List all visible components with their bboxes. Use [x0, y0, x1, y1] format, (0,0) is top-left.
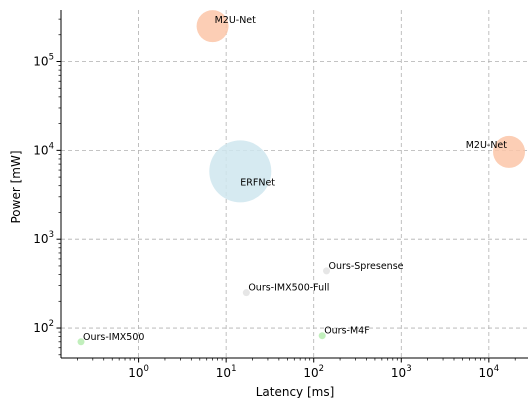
grid — [61, 10, 528, 358]
y-tick-label: 105 — [33, 53, 54, 69]
point-label: M2U-Net — [215, 15, 257, 26]
x-tick-label: 104 — [478, 364, 499, 380]
data-point — [209, 140, 272, 203]
point-label: Ours-IMX500-Full — [248, 283, 329, 294]
data-points — [77, 10, 526, 346]
data-point — [323, 267, 331, 275]
data-point — [493, 135, 526, 168]
point-label: M2U-Net — [466, 140, 508, 151]
x-tick-label: 100 — [128, 364, 149, 380]
x-axis-label: Latency [ms] — [256, 385, 335, 398]
y-tick-label: 103 — [33, 230, 54, 246]
axes: 100 101 102 103 104 102 103 104 105 — [33, 10, 528, 380]
data-point — [196, 10, 229, 43]
y-tick-label: 102 — [33, 319, 54, 335]
point-labels: M2U-NetM2U-NetERFNetOurs-SpresenseOurs-I… — [83, 15, 507, 343]
point-label: Ours-Spresense — [329, 261, 404, 272]
point-label: Ours-M4F — [324, 326, 370, 337]
x-tick-label: 102 — [303, 364, 324, 380]
x-tick-label: 103 — [391, 364, 412, 380]
data-point — [318, 332, 326, 340]
data-point — [77, 338, 85, 346]
point-label: Ours-IMX500 — [83, 332, 144, 343]
data-point — [242, 289, 250, 297]
y-tick-label: 104 — [33, 141, 54, 157]
point-label: ERFNet — [240, 177, 275, 188]
y-axis-label: Power [mW] — [9, 150, 23, 223]
x-tick-label: 101 — [216, 364, 237, 380]
